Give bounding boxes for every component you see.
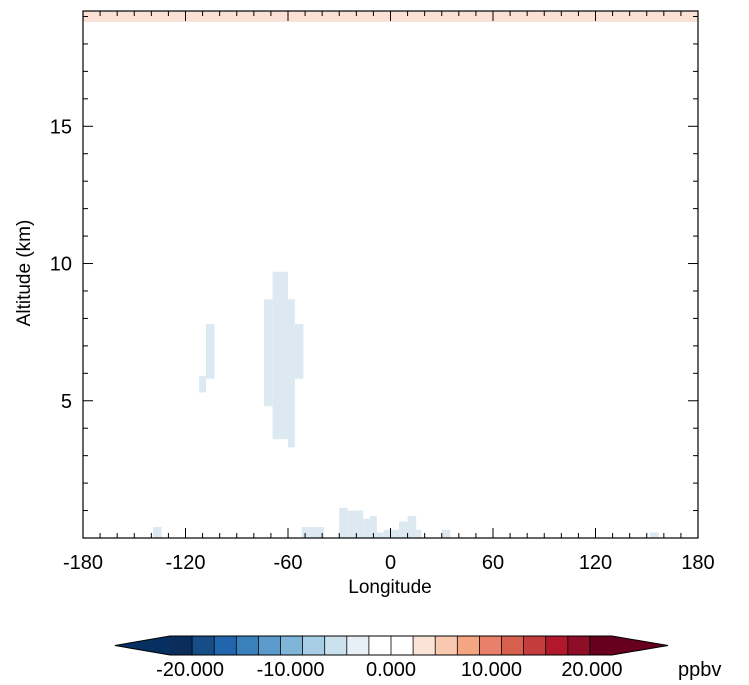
plot-cells	[83, 11, 698, 538]
heatmap-cell	[650, 532, 659, 538]
colorbar-segment	[302, 636, 326, 655]
heatmap-cell	[272, 271, 288, 440]
x-tick-label: -180	[63, 552, 103, 574]
y-tick-labels: 5 10 15	[50, 116, 72, 412]
heatmap-cell	[416, 529, 422, 538]
heatmap-cell	[153, 527, 162, 538]
colorbar-outline	[114, 635, 669, 656]
colorbar-labels: -20.000 -10.000 0.000 10.000 20.000	[156, 659, 622, 681]
y-tick-label: 5	[61, 391, 72, 413]
colorbar	[114, 635, 669, 656]
colorbar-segment	[545, 636, 569, 655]
heatmap-cell	[407, 516, 417, 538]
colorbar-segment	[589, 636, 613, 655]
heatmap-cell	[294, 323, 304, 379]
colorbar-tick-label: 20.000	[561, 659, 622, 681]
heatmap-cell	[441, 529, 451, 538]
colorbar-segment	[236, 636, 259, 655]
colorbar-tick-label: -20.000	[156, 659, 224, 681]
colorbar-segment	[567, 636, 591, 655]
heatmap-cell	[376, 532, 384, 538]
heatmap-cell	[301, 527, 324, 538]
heatmap-cell	[288, 299, 295, 448]
x-tick-label: 180	[681, 552, 714, 574]
colorbar-segment	[346, 636, 370, 655]
colorbar-segment	[258, 636, 281, 655]
x-tick-label: 120	[579, 552, 612, 574]
colorbar-under-triangle	[115, 636, 170, 655]
x-tick-label: -60	[274, 552, 303, 574]
heatmap-cell	[206, 323, 215, 379]
colorbar-segment	[368, 636, 392, 655]
colorbar-segment	[413, 636, 436, 655]
y-tick-label: 15	[50, 116, 72, 138]
colorbar-segment	[457, 636, 480, 655]
colorbar-over-triangle	[612, 636, 668, 655]
x-tick-labels: -180 -120 -60 0 60 120 180	[63, 552, 715, 574]
heatmap-cell	[370, 516, 377, 538]
colorbar-segment	[479, 636, 502, 655]
colorbar-segment	[501, 636, 525, 655]
heatmap-cell	[339, 507, 348, 538]
colorbar-segment	[523, 636, 547, 655]
colorbar-unit: ppbv	[678, 659, 721, 681]
heatmap-cell	[199, 376, 206, 393]
heatmap-cell	[264, 299, 273, 407]
colorbar-segment	[214, 636, 237, 655]
colorbar-segment	[391, 636, 414, 655]
x-axis-title: Longitude	[348, 577, 431, 598]
y-tick-label: 10	[50, 254, 72, 276]
plot-frame	[82, 10, 699, 539]
heatmap-cell	[347, 510, 364, 538]
colorbar-segment	[170, 636, 193, 655]
heatmap-cell	[383, 529, 400, 538]
colorbar-tick-label: -10.000	[257, 659, 325, 681]
colorbar-segment	[280, 636, 304, 655]
colorbar-tick-label: 0.000	[366, 659, 416, 681]
y-axis-title: Altitude (km)	[14, 220, 35, 327]
colorbar-tick-label: 10.000	[461, 659, 522, 681]
x-tick-label: 0	[385, 552, 396, 574]
x-tick-label: -120	[165, 552, 205, 574]
colorbar-segment	[435, 636, 458, 655]
axis-ticks	[82, 11, 699, 538]
heatmap-cell	[399, 521, 408, 538]
colorbar-segment	[192, 636, 215, 655]
heatmap-cell	[363, 518, 370, 538]
colorbar-segment	[324, 636, 348, 655]
x-tick-label: 60	[482, 552, 504, 574]
